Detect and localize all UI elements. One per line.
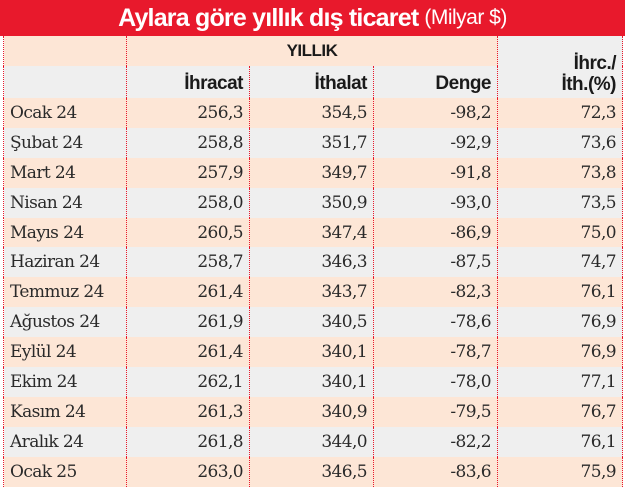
- cell-denge: -82,2: [373, 426, 498, 457]
- cell-month: Nisan 24: [3, 187, 127, 218]
- cell-oran: 76,1: [497, 426, 623, 457]
- cell-oran: 75,9: [497, 456, 623, 487]
- cell-oran: 72,3: [497, 98, 623, 128]
- cell-denge: -91,8: [373, 157, 498, 188]
- table-row: Haziran 24 258,7 346,3 -87,5 74,7: [3, 247, 623, 278]
- cell-denge: -78,7: [373, 337, 498, 368]
- cell-month: Şubat 24: [3, 127, 127, 158]
- cell-denge: -92,9: [373, 127, 498, 158]
- cell-ihracat: 260,5: [126, 217, 250, 248]
- table-row: Mart 24 257,9 349,7 -91,8 73,8: [3, 157, 623, 188]
- cell-denge: -93,0: [373, 187, 498, 218]
- cell-ithalat: 340,1: [249, 337, 374, 368]
- cell-denge: -83,6: [373, 456, 498, 487]
- header-ihracat: İhracat: [126, 66, 250, 98]
- cell-month: Mart 24: [3, 157, 127, 188]
- cell-month: Eylül 24: [3, 337, 127, 368]
- cell-oran: 77,1: [497, 367, 623, 397]
- cell-month: Ağustos 24: [3, 307, 127, 338]
- table-title: Aylara göre yıllık dış ticaret: [118, 3, 419, 32]
- table-row: Mayıs 24 260,5 347,4 -86,9 75,0: [3, 217, 623, 248]
- cell-denge: -82,3: [373, 277, 498, 308]
- cell-ithalat: 349,7: [249, 157, 374, 188]
- cell-ihracat: 261,3: [126, 396, 250, 427]
- cell-ihracat: 258,7: [126, 247, 250, 278]
- cell-denge: -86,9: [373, 217, 498, 248]
- cell-ithalat: 347,4: [249, 217, 374, 248]
- cell-denge: -87,5: [373, 247, 498, 278]
- cell-ithalat: 354,5: [249, 98, 374, 128]
- header-denge: Denge: [373, 66, 498, 98]
- cell-oran: 73,6: [497, 127, 623, 158]
- table-row: Nisan 24 258,0 350,9 -93,0 73,5: [3, 187, 623, 218]
- table-header: YILLIK İhrc./ İth.(%) İhracat İthalat De…: [3, 36, 623, 98]
- cell-month: Kasım 24: [3, 396, 127, 427]
- cell-denge: -78,6: [373, 307, 498, 338]
- header-ithalat: İthalat: [249, 66, 374, 98]
- table-row: Eylül 24 261,4 340,1 -78,7 76,9: [3, 337, 623, 368]
- cell-ithalat: 340,5: [249, 307, 374, 338]
- cell-denge: -98,2: [373, 98, 498, 128]
- table-row: Ocak 25 263,0 346,5 -83,6 75,9: [3, 456, 623, 487]
- header-ratio-line1: İhrc./: [573, 53, 617, 74]
- cell-oran: 75,0: [497, 217, 623, 248]
- table-row: Aralık 24 261,8 344,0 -82,2 76,1: [3, 426, 623, 457]
- cell-ithalat: 346,5: [249, 456, 374, 487]
- cell-ihracat: 261,4: [126, 337, 250, 368]
- cell-oran: 76,9: [497, 337, 623, 368]
- trade-table: YILLIK İhrc./ İth.(%) İhracat İthalat De…: [3, 36, 623, 487]
- cell-oran: 76,7: [497, 396, 623, 427]
- header-blank: [3, 36, 127, 66]
- cell-ihracat: 258,0: [126, 187, 250, 218]
- table-row: Şubat 24 258,8 351,7 -92,9 73,6: [3, 127, 623, 158]
- cell-oran: 74,7: [497, 247, 623, 278]
- header-row-group: YILLIK İhrc./ İth.(%): [3, 36, 623, 98]
- cell-month: Ocak 24: [3, 98, 127, 128]
- table-row: Temmuz 24 261,4 343,7 -82,3 76,1: [3, 277, 623, 308]
- table-title-bar: Aylara göre yıllık dış ticaret (Milyar $…: [0, 0, 625, 36]
- header-blank-2: [3, 66, 127, 98]
- cell-ithalat: 346,3: [249, 247, 374, 278]
- cell-ithalat: 344,0: [249, 426, 374, 457]
- cell-ithalat: 340,1: [249, 367, 374, 397]
- cell-ihracat: 258,8: [126, 127, 250, 158]
- table-unit: (Milyar $): [424, 6, 507, 29]
- cell-month: Aralık 24: [3, 426, 127, 457]
- cell-ihracat: 257,9: [126, 157, 250, 188]
- cell-oran: 76,9: [497, 307, 623, 338]
- cell-month: Ekim 24: [3, 367, 127, 397]
- cell-ithalat: 351,7: [249, 127, 374, 158]
- table-row: Ocak 24 256,3 354,5 -98,2 72,3: [3, 98, 623, 128]
- cell-denge: -79,5: [373, 396, 498, 427]
- cell-oran: 76,1: [497, 277, 623, 308]
- cell-month: Mayıs 24: [3, 217, 127, 248]
- cell-month: Temmuz 24: [3, 277, 127, 308]
- cell-ihracat: 261,8: [126, 426, 250, 457]
- header-row-columns: İhracat İthalat Denge: [3, 66, 623, 98]
- cell-oran: 73,5: [497, 187, 623, 218]
- cell-month: Ocak 25: [3, 456, 127, 487]
- cell-ihracat: 263,0: [126, 456, 250, 487]
- table-row: Ağustos 24 261,9 340,5 -78,6 76,9: [3, 307, 623, 338]
- table-row: Ekim 24 262,1 340,1 -78,0 77,1: [3, 367, 623, 397]
- cell-ihracat: 262,1: [126, 367, 250, 397]
- header-ratio: İhrc./ İth.(%): [497, 36, 623, 98]
- cell-ithalat: 340,9: [249, 396, 374, 427]
- table-body: Ocak 24 256,3 354,5 -98,2 72,3 Şubat 24 258,8 3…: [3, 98, 623, 487]
- cell-ithalat: 350,9: [249, 187, 374, 218]
- table-row: Kasım 24 261,3 340,9 -79,5 76,7: [3, 396, 623, 427]
- cell-denge: -78,0: [373, 367, 498, 397]
- cell-ihracat: 261,4: [126, 277, 250, 308]
- cell-ihracat: 256,3: [126, 98, 250, 128]
- header-ratio-line2: İth.(%): [561, 74, 616, 95]
- cell-oran: 73,8: [497, 157, 623, 188]
- header-group-yillik: YILLIK: [126, 36, 498, 66]
- cell-ithalat: 343,7: [249, 277, 374, 308]
- cell-ihracat: 261,9: [126, 307, 250, 338]
- cell-month: Haziran 24: [3, 247, 127, 278]
